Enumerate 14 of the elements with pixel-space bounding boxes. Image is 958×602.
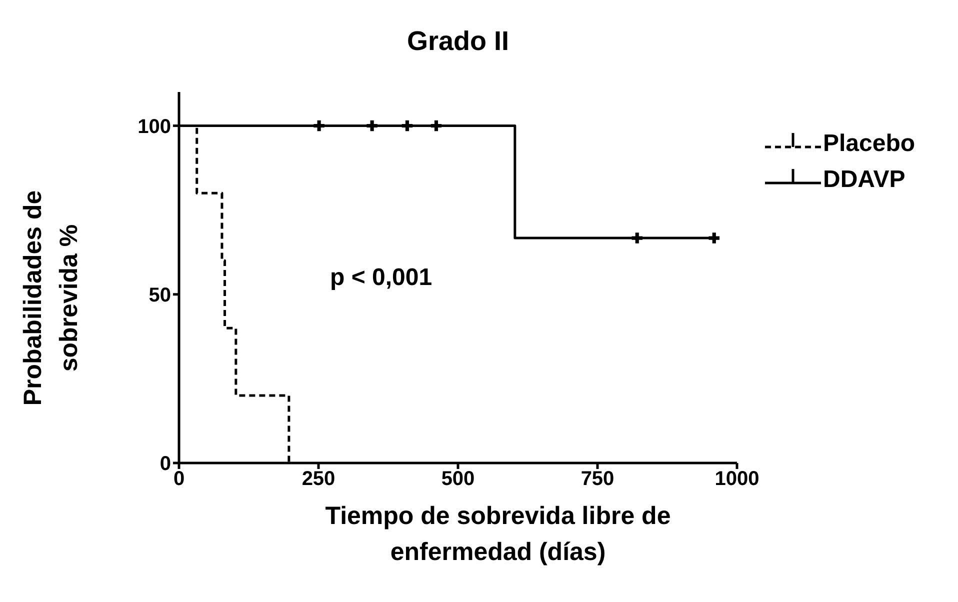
- y-tick-label: 100: [138, 116, 171, 138]
- x-tick-label: 1000: [714, 468, 760, 490]
- x-tick-label: 750: [580, 468, 614, 490]
- x-tick-label: 500: [441, 468, 475, 490]
- x-tick-label: 250: [302, 468, 336, 490]
- y-axis-title: Probabilidades de sobrevida %: [18, 189, 84, 408]
- y-tick-label: 50: [148, 284, 171, 306]
- legend-label: DDAVP: [823, 166, 906, 194]
- annotation: p < 0,001: [330, 264, 432, 292]
- x-tick-label: 0: [173, 468, 185, 490]
- x-axis-title: Tiempo de sobrevida libre de enfermedad (días): [324, 501, 672, 568]
- legend-label: Placebo: [823, 130, 916, 158]
- y-tick-label: 0: [160, 453, 171, 476]
- chart-title: Grado II: [406, 26, 510, 57]
